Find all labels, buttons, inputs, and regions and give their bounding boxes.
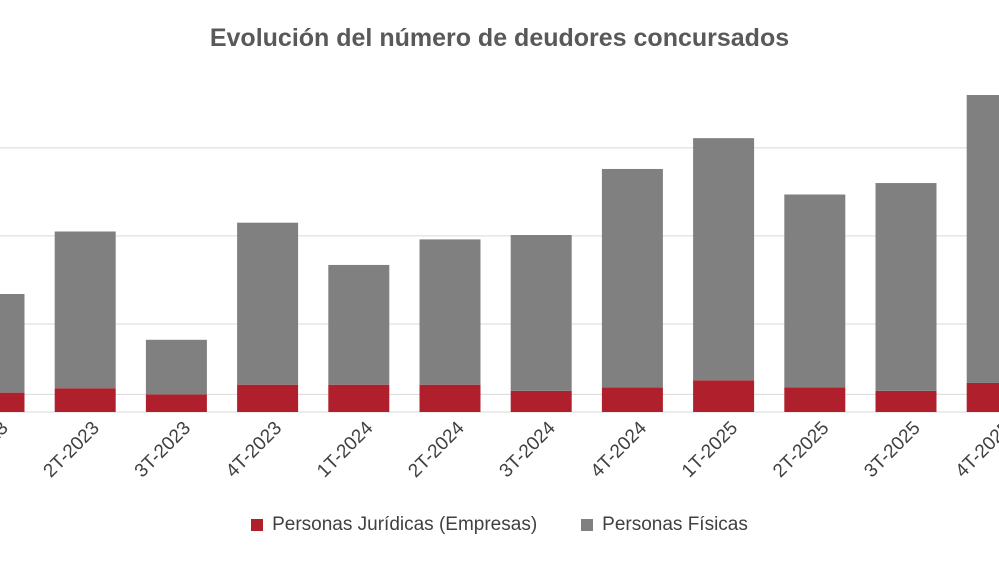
x-tick-label-3T-2023: 3T-2023 (131, 418, 195, 482)
x-tick-label-1T-2025: 1T-2025 (678, 418, 742, 482)
x-tick-label-3T-2024: 3T-2024 (496, 417, 560, 481)
bar-empresas-4T-2025 (966, 382, 999, 412)
x-tick-label-4T-2023: 4T-2023 (222, 418, 286, 482)
x-tick-label-1T-2023: 1T-2023 (0, 418, 13, 482)
bar-fisicas-4T-2023 (237, 222, 299, 385)
x-tick-label-2T-2024: 2T-2024 (404, 417, 468, 481)
x-tick-label-4T-2025: 4T-2025 (952, 418, 999, 482)
bar-fisicas-1T-2025 (693, 138, 755, 381)
x-tick-label-1T-2024: 1T-2024 (313, 417, 377, 481)
bar-fisicas-2T-2024 (419, 239, 481, 385)
x-tick-label-3T-2025: 3T-2025 (860, 418, 924, 482)
bar-empresas-1T-2024 (328, 384, 390, 412)
chart-title: Evolución del número de deudores concurs… (209, 24, 790, 52)
legend-swatch-fisicas (581, 519, 594, 531)
x-tick-label-4T-2024: 4T-2024 (587, 417, 651, 481)
bar-empresas-4T-2023 (237, 384, 299, 412)
bar-empresas-1T-2025 (693, 380, 755, 412)
x-tick-label-2T-2025: 2T-2025 (769, 418, 833, 482)
legend-label-empresas: Personas Jurídicas (Empresas) (272, 514, 538, 535)
bar-empresas-3T-2024 (510, 390, 572, 412)
bar-empresas-3T-2025 (875, 390, 937, 412)
bar-fisicas-3T-2025 (875, 183, 937, 391)
bar-fisicas-4T-2024 (601, 168, 663, 388)
bar-empresas-1T-2023 (0, 392, 25, 412)
legend-label-fisicas: Personas Físicas (602, 514, 748, 535)
bar-fisicas-2T-2023 (54, 231, 116, 389)
bar-fisicas-3T-2023 (145, 339, 207, 395)
legend-item-fisicas: Personas Físicas (581, 514, 748, 536)
legend: Personas Jurídicas (Empresas) Personas F… (0, 514, 999, 536)
legend-swatch-empresas (251, 519, 264, 531)
bar-fisicas-3T-2024 (510, 235, 572, 391)
x-tick-label-2T-2023: 2T-2023 (40, 418, 104, 482)
bar-empresas-2T-2023 (54, 388, 116, 412)
bar-empresas-2T-2025 (784, 387, 846, 412)
bar-fisicas-4T-2025 (966, 95, 999, 383)
bar-fisicas-1T-2024 (328, 264, 390, 385)
bar-empresas-4T-2024 (601, 387, 663, 412)
legend-item-empresas: Personas Jurídicas (Empresas) (251, 514, 537, 536)
bar-empresas-2T-2024 (419, 384, 481, 412)
bar-fisicas-1T-2023 (0, 294, 25, 393)
bar-fisicas-2T-2025 (784, 194, 846, 388)
bar-empresas-3T-2023 (145, 394, 207, 412)
